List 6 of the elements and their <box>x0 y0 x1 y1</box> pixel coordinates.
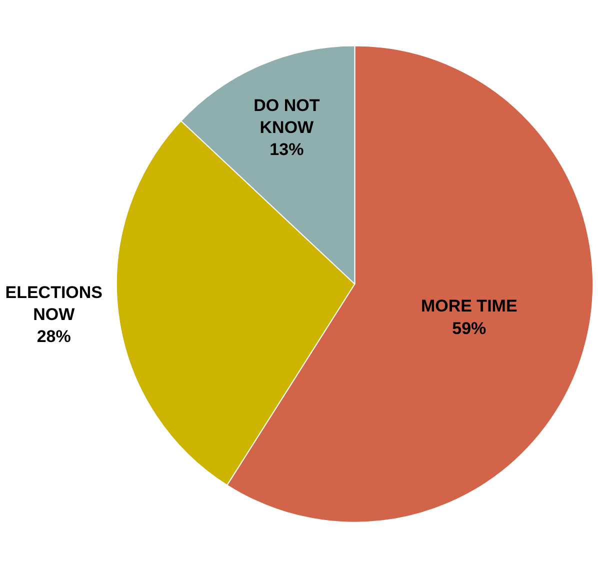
data-label: 13% <box>270 140 304 160</box>
data-label: 28% <box>36 326 71 346</box>
data-label: 59% <box>452 318 486 338</box>
slice-label: DO NOT KNOW <box>254 96 320 137</box>
slice-label: MORE TIME <box>420 296 518 316</box>
slice-label: ELECTIONS NOW <box>5 282 103 324</box>
